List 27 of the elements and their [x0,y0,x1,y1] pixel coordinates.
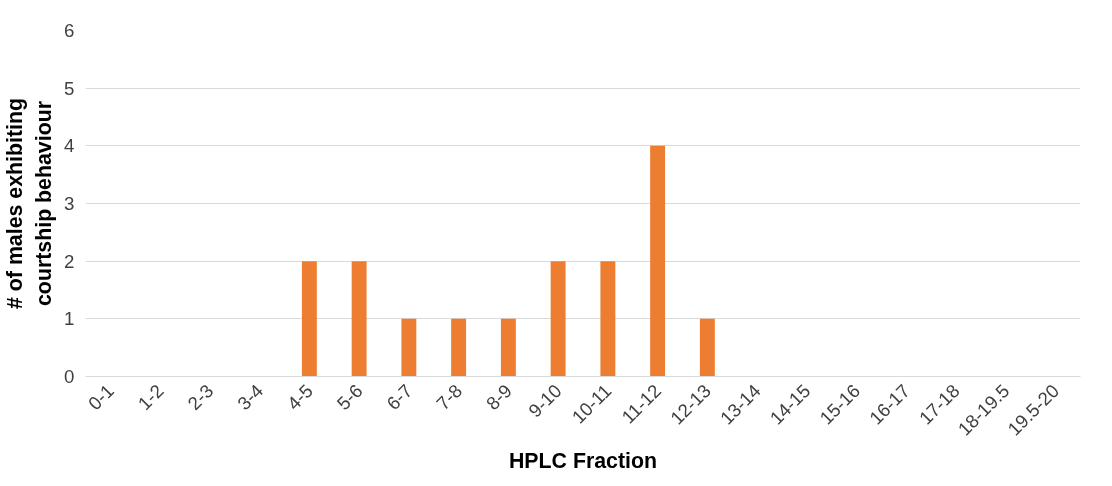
y-tick-label: 2 [64,250,75,272]
x-tick-label: 2-3 [183,380,218,414]
bar [600,261,616,377]
x-tick-label: 5-6 [332,380,367,414]
x-tick-label: 1-2 [133,380,168,414]
y-tick-label: 3 [64,193,75,214]
x-tick-label: 3-4 [233,380,268,414]
x-tick-label: 7-8 [432,380,467,414]
bar [500,318,516,377]
y-tick-label: 5 [64,77,75,99]
bar [650,145,666,377]
x-tick-label: 8-9 [481,380,516,414]
y-tick-label: 1 [64,308,75,330]
y-axis-title: # of males exhibiting courtship behaviour [3,98,57,309]
x-tick-label: 6-7 [382,380,417,414]
bar [401,318,417,377]
bar [699,318,715,377]
y-tick-label: 0 [64,366,75,387]
x-tick-label: 4-5 [282,380,317,414]
bar [351,261,367,377]
x-tick-label: 0-1 [83,380,118,414]
bar [451,318,467,377]
x-axis-title: HPLC Fraction [508,449,658,474]
y-tick-label: 4 [64,135,75,157]
bar [301,261,317,377]
y-tick-label: 6 [64,20,75,41]
bar [550,261,566,377]
